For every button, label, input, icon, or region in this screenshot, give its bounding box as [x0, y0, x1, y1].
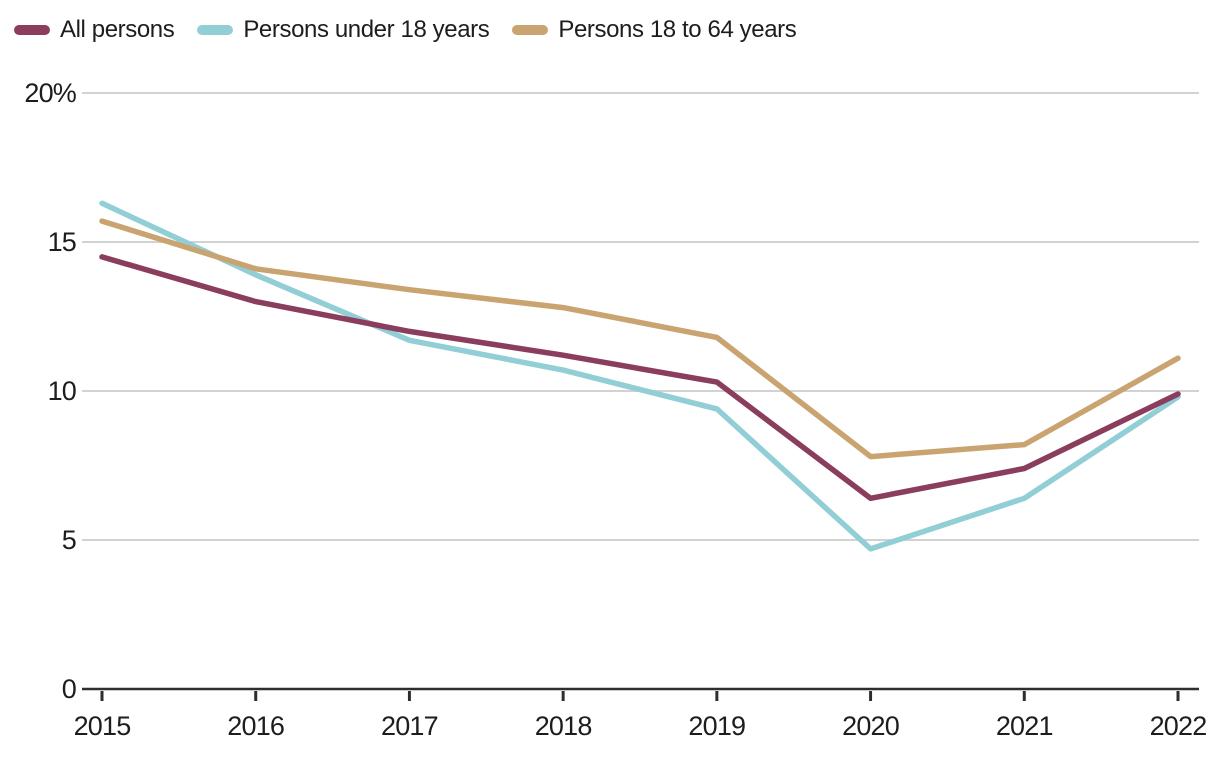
y-axis-tick-label-20: 20% [24, 78, 76, 108]
legend-item-all-persons: All persons [14, 16, 175, 44]
series-line-0 [99, 254, 1181, 502]
y-axis-tick-label-5: 5 [61, 525, 77, 555]
legend-label-all-persons: All persons [60, 16, 175, 43]
series-line-1 [99, 200, 1181, 552]
chart-legend: All persons Persons under 18 years Perso… [14, 16, 797, 44]
y-axis-tick-label-10: 10 [47, 376, 77, 406]
x-axis-tick-label-2020: 2020 [842, 711, 900, 741]
x-axis-tick-label-2017: 2017 [380, 711, 439, 741]
legend-swatch-under-18 [197, 25, 234, 35]
x-axis-tick-label-2019: 2019 [688, 711, 746, 741]
x-axis-tick-label-2022: 2022 [1149, 711, 1208, 741]
x-axis-tick-label-2018: 2018 [534, 711, 593, 741]
legend-item-18-to-64: Persons 18 to 64 years [512, 16, 797, 44]
legend-item-under-18: Persons under 18 years [197, 16, 490, 44]
x-axis-tick-label-2015: 2015 [73, 711, 132, 741]
y-axis-tick-label-0: 0 [61, 674, 77, 704]
y-axis-tick-label-15: 15 [47, 227, 77, 257]
legend-label-18-to-64: Persons 18 to 64 years [558, 16, 797, 43]
legend-label-under-18: Persons under 18 years [243, 16, 490, 43]
x-axis-tick-label-2021: 2021 [995, 711, 1054, 741]
x-axis-tick-label-2016: 2016 [227, 711, 285, 741]
legend-swatch-18-to-64 [512, 25, 549, 35]
legend-swatch-all-persons [14, 25, 50, 35]
series-line-2 [99, 218, 1181, 460]
